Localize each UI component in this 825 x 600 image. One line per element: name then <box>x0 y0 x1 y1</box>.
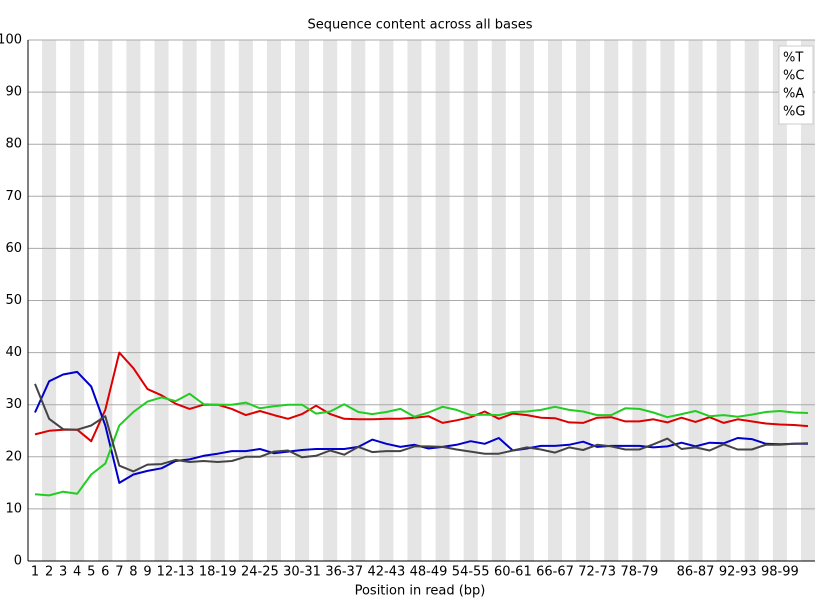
x-tick-label: 66-67 <box>536 565 574 580</box>
x-tick-label: 3 <box>59 565 67 580</box>
x-tick-label: 92-93 <box>719 565 757 580</box>
x-tick-label: 24-25 <box>241 565 279 580</box>
x-tick-label: 18-19 <box>199 565 237 580</box>
legend-label: %G <box>783 105 805 120</box>
series-line <box>34 351 809 443</box>
x-tick-label: 30-31 <box>283 565 321 580</box>
x-tick-label: 7 <box>115 565 123 580</box>
x-tick-label: 36-37 <box>325 565 363 580</box>
y-tick-label: 40 <box>5 345 22 360</box>
x-tick-label: 2 <box>45 565 53 580</box>
x-tick-label: 12-13 <box>157 565 195 580</box>
y-tick-label: 70 <box>5 189 22 204</box>
chart-title: Sequence content across all bases <box>307 18 532 33</box>
y-tick-label: 90 <box>5 85 22 100</box>
x-tick-label: 98-99 <box>761 565 799 580</box>
legend-label: %C <box>783 69 804 84</box>
x-tick-label: 78-79 <box>620 565 658 580</box>
x-tick-label: 86-87 <box>677 565 715 580</box>
y-tick-label: 20 <box>5 449 22 464</box>
x-axis-label: Position in read (bp) <box>355 584 486 599</box>
x-tick-label: 42-43 <box>367 565 405 580</box>
y-tick-label: 60 <box>5 241 22 256</box>
legend-label: %T <box>783 51 803 66</box>
y-tick-label: 0 <box>14 554 22 569</box>
x-tick-label: 5 <box>87 565 95 580</box>
legend-box <box>778 45 814 125</box>
y-tick-label: 30 <box>5 397 22 412</box>
x-tick-label: 8 <box>129 565 137 580</box>
y-tick-label: 100 <box>0 33 22 48</box>
series-line <box>34 392 809 497</box>
legend-label: %A <box>783 87 804 102</box>
x-tick-label: 6 <box>101 565 109 580</box>
x-tick-label: 54-55 <box>452 565 490 580</box>
x-tick-label: 4 <box>73 565 81 580</box>
x-tick-label: 9 <box>143 565 151 580</box>
y-tick-label: 80 <box>5 137 22 152</box>
y-tick-label: 10 <box>5 501 22 516</box>
x-tick-label: 60-61 <box>494 565 532 580</box>
series-line <box>34 383 809 473</box>
x-tick-label: 1 <box>31 565 39 580</box>
x-tick-label: 48-49 <box>410 565 448 580</box>
x-tick-label: 72-73 <box>578 565 616 580</box>
y-tick-label: 50 <box>5 293 22 308</box>
